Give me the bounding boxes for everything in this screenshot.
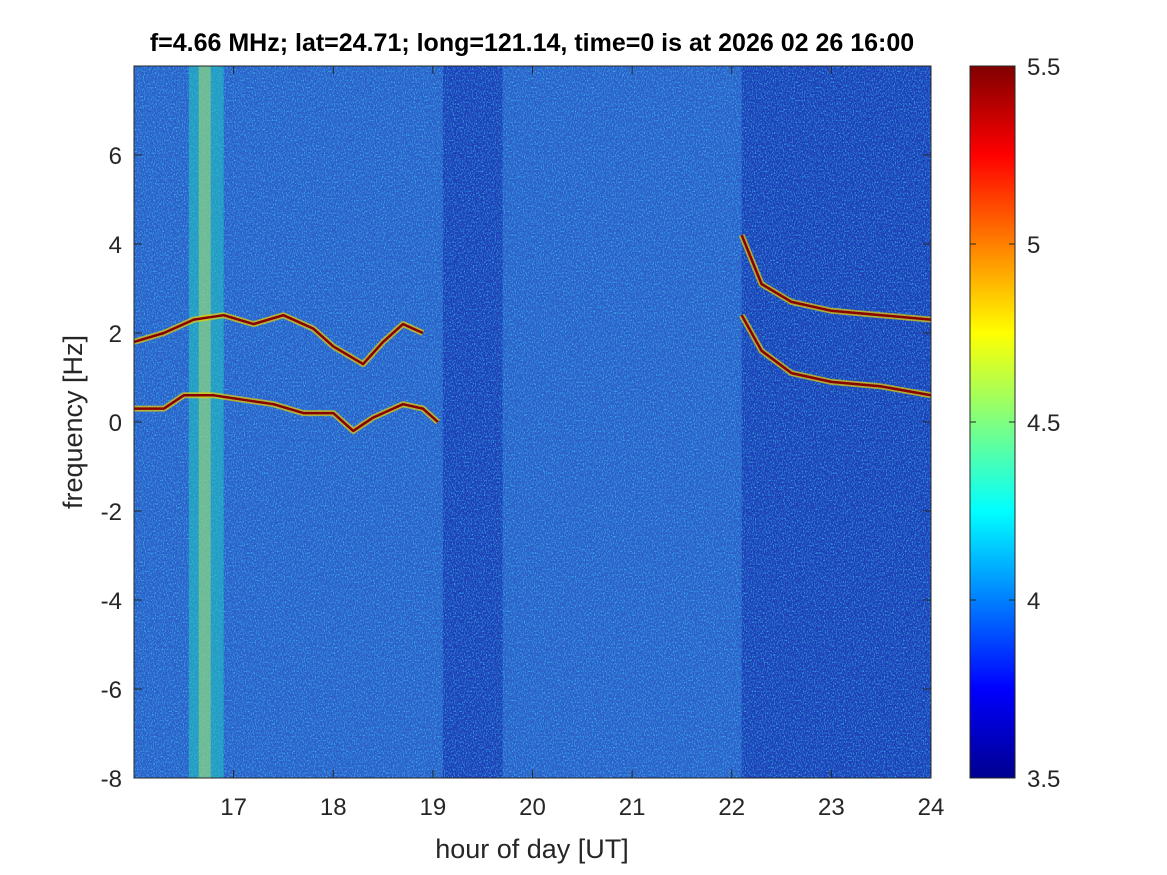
y-tick-label: -4 (101, 588, 122, 615)
x-tick-label: 24 (918, 794, 945, 821)
colorbar-tick-label: 4.5 (1027, 410, 1060, 437)
colorbar-tick-label: 3.5 (1027, 766, 1060, 793)
x-tick-label: 17 (220, 794, 247, 821)
trace-line (740, 234, 931, 321)
noise-speckle-layer (134, 66, 931, 778)
plot-area (134, 66, 931, 778)
trace-line (134, 313, 424, 366)
interference-band (188, 66, 224, 778)
colorbar-gradient (969, 65, 1016, 779)
colorbar: 3.5 4 4.5 5 5.5 (969, 54, 1060, 793)
trace-line (134, 394, 439, 433)
y-tick-label: 0 (109, 410, 122, 437)
y-axis-label: frequency [Hz] (58, 335, 88, 509)
y-tick-label: -2 (101, 499, 122, 526)
x-tick-label: 18 (320, 794, 347, 821)
x-tick-label: 20 (519, 794, 546, 821)
colorbar-tick-label: 5.5 (1027, 54, 1060, 81)
x-tick-label: 21 (619, 794, 646, 821)
y-tick-label: 2 (109, 321, 122, 348)
y-tick-label: -6 (101, 677, 122, 704)
y-tick-label: -8 (101, 766, 122, 793)
x-tick-label: 22 (718, 794, 745, 821)
trace-line (740, 314, 931, 397)
chart-title: f=4.66 MHz; lat=24.71; long=121.14, time… (150, 29, 914, 57)
colorbar-tick-label: 4 (1027, 588, 1040, 615)
interference-band-core (198, 66, 211, 778)
y-tick-label: 4 (109, 232, 122, 259)
x-tick-label: 19 (420, 794, 447, 821)
x-axis-label: hour of day [UT] (435, 834, 629, 864)
x-tick-label: 23 (818, 794, 845, 821)
y-tick-label: 6 (109, 143, 122, 170)
colorbar-tick-label: 5 (1027, 232, 1040, 259)
